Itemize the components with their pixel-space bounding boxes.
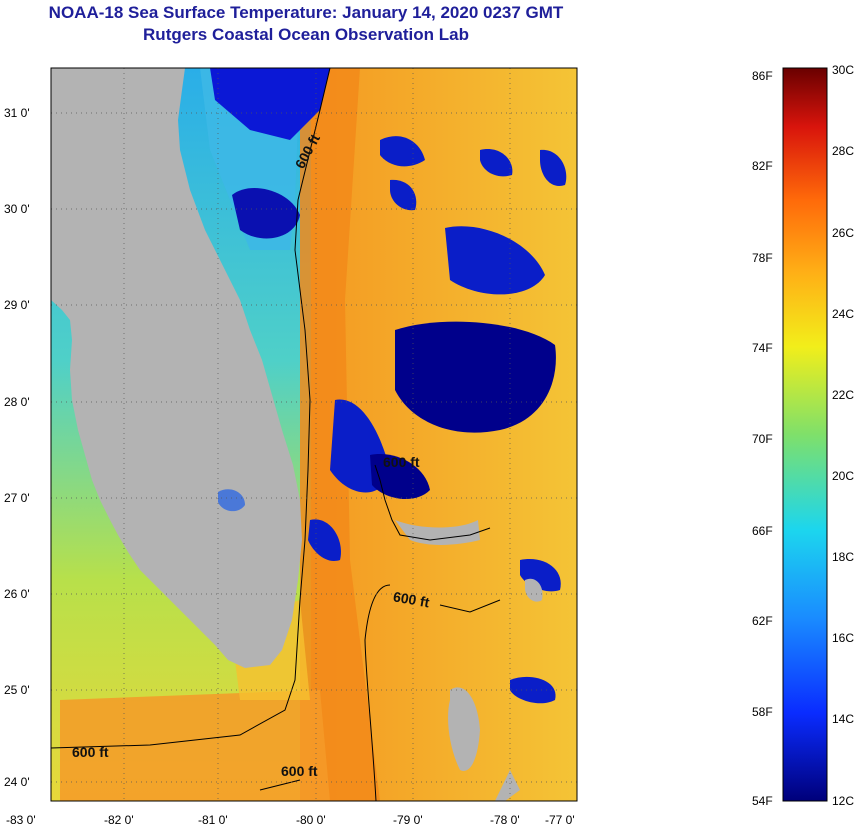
lat-label: 28 0' <box>4 395 30 409</box>
contour-label: 600 ft <box>383 454 420 470</box>
contour-labels: 600 ft 600 ft 600 ft 600 ft 600 ft <box>72 131 431 779</box>
fahrenheit-label: 66F <box>752 524 773 538</box>
fahrenheit-label: 82F <box>752 159 773 173</box>
celsius-label: 28C <box>832 144 854 158</box>
cloud-masks <box>210 68 567 704</box>
celsius-label: 16C <box>832 631 854 645</box>
chart-subtitle: Rutgers Coastal Ocean Observation Lab <box>143 25 469 44</box>
lat-label: 30 0' <box>4 202 30 216</box>
contour-label: 600 ft <box>392 588 431 610</box>
lat-label: 25 0' <box>4 683 30 697</box>
celsius-label: 18C <box>832 550 854 564</box>
lon-label: -83 0' <box>6 813 36 827</box>
colorbar-fahrenheit-labels: 86F 82F 78F 74F 70F 66F 62F 58F 54F <box>752 69 773 808</box>
lat-label: 26 0' <box>4 587 30 601</box>
fahrenheit-label: 70F <box>752 432 773 446</box>
fahrenheit-label: 78F <box>752 251 773 265</box>
contour-label: 600 ft <box>72 744 109 760</box>
fahrenheit-label: 86F <box>752 69 773 83</box>
map-frame <box>50 67 578 802</box>
depth-contour-600ft <box>51 68 331 749</box>
celsius-label: 24C <box>832 307 854 321</box>
colorbar-celsius-labels: 30C 28C 26C 24C 22C 20C 18C 16C 14C 12C <box>832 63 854 808</box>
fahrenheit-label: 74F <box>752 341 773 355</box>
lon-label: -77 0' <box>545 813 575 827</box>
lon-label: -80 0' <box>296 813 326 827</box>
celsius-label: 26C <box>832 226 854 240</box>
fahrenheit-label: 58F <box>752 705 773 719</box>
lat-label: 24 0' <box>4 775 30 789</box>
celsius-label: 14C <box>832 712 854 726</box>
fahrenheit-label: 54F <box>752 794 773 808</box>
colorbar-scale <box>782 67 828 802</box>
lat-label: 29 0' <box>4 298 30 312</box>
lon-label: -82 0' <box>104 813 134 827</box>
graticule <box>51 68 577 801</box>
celsius-label: 30C <box>832 63 854 77</box>
chart-title: NOAA-18 Sea Surface Temperature: January… <box>48 3 564 22</box>
lon-label: -78 0' <box>490 813 520 827</box>
colorbar: 86F 82F 78F 74F 70F 66F 62F 58F 54F 30C … <box>752 63 854 808</box>
lon-label: -81 0' <box>198 813 228 827</box>
fahrenheit-label: 62F <box>752 614 773 628</box>
lat-label: 27 0' <box>4 491 30 505</box>
map-raster <box>51 68 577 801</box>
florida-land <box>51 68 302 668</box>
celsius-label: 22C <box>832 388 854 402</box>
celsius-label: 12C <box>832 794 854 808</box>
latitude-axis: 31 0' 30 0' 29 0' 28 0' 27 0' 26 0' 25 0… <box>4 106 30 789</box>
lon-label: -79 0' <box>393 813 423 827</box>
longitude-axis: -83 0' -82 0' -81 0' -80 0' -79 0' -78 0… <box>6 813 575 827</box>
celsius-label: 20C <box>832 469 854 483</box>
lat-label: 31 0' <box>4 106 30 120</box>
contour-label: 600 ft <box>281 763 318 779</box>
bahamas-land-andros <box>448 687 480 771</box>
bahamas-land-north <box>395 520 480 545</box>
